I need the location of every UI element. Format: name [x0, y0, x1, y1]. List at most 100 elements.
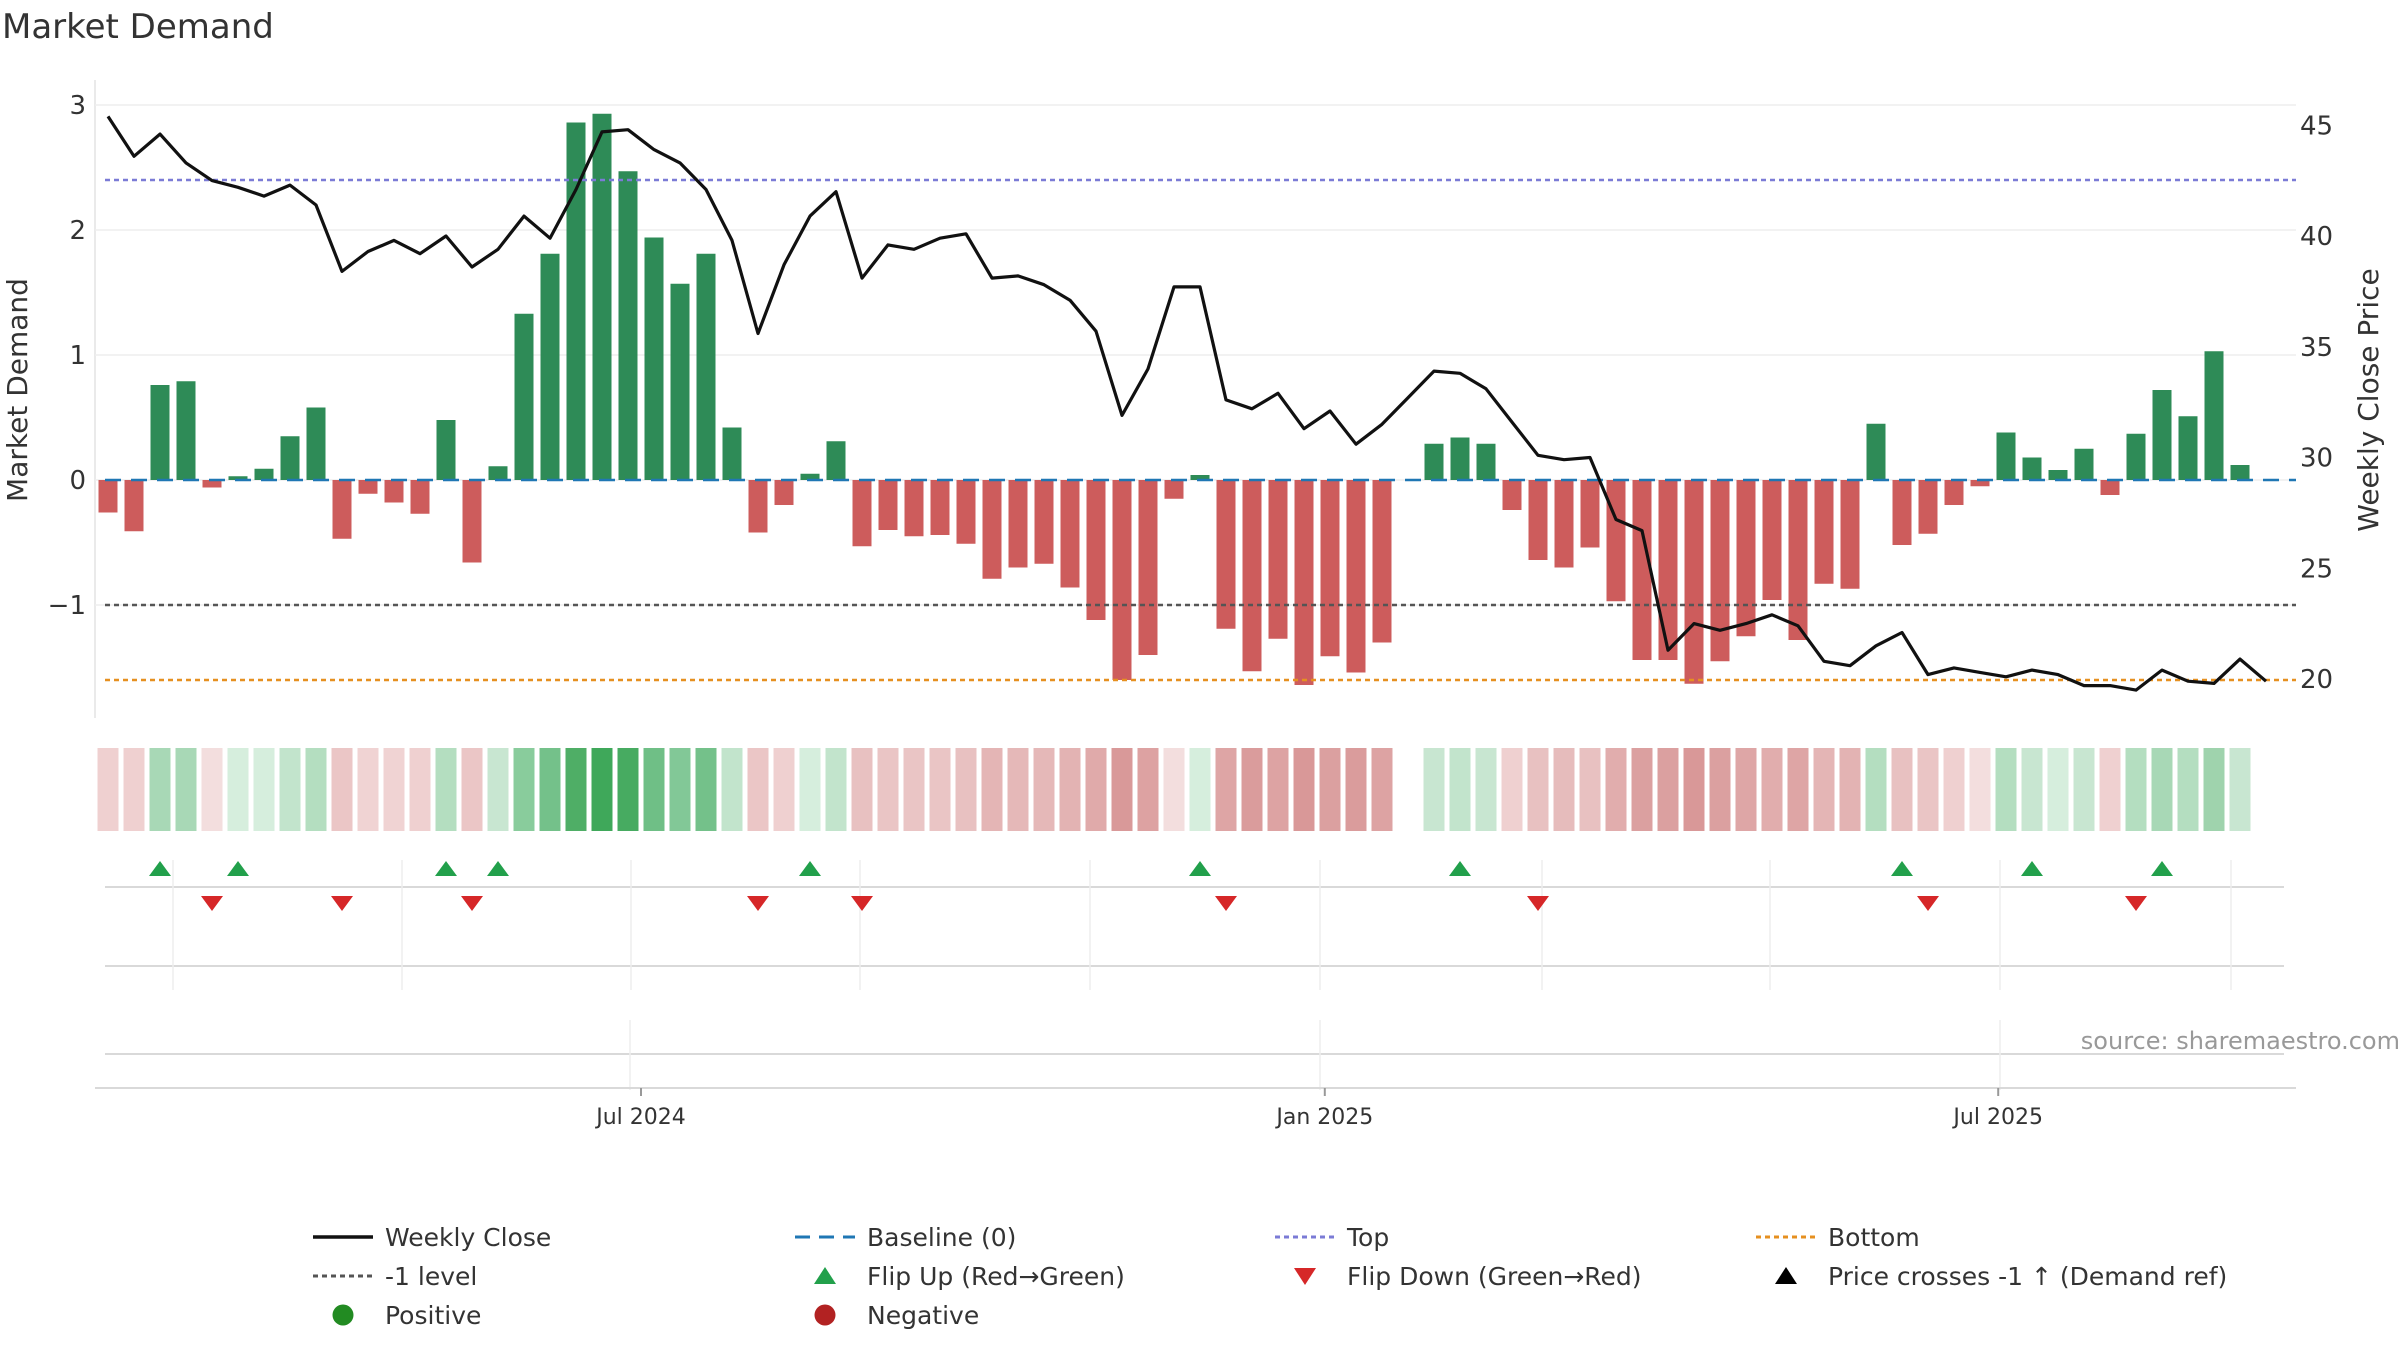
demand-bar-negative: [1320, 480, 1340, 657]
flip-down-marker: [2125, 896, 2147, 911]
demand-bar-positive: [150, 385, 170, 480]
heat-strip-cell: [1319, 748, 1341, 831]
demand-bar-positive: [2074, 448, 2094, 480]
heat-strip-cell: [513, 748, 535, 831]
demand-bar-negative: [1892, 480, 1912, 545]
demand-bar-negative: [1242, 480, 1262, 672]
heat-strip-cell: [1709, 748, 1731, 831]
demand-bar-negative: [1060, 480, 1080, 588]
demand-bar-negative: [1268, 480, 1288, 639]
demand-bar-negative: [358, 480, 378, 494]
demand-bar-positive: [1996, 432, 2016, 480]
demand-bar-positive: [800, 473, 820, 480]
weekly-close-line: [106, 115, 2268, 692]
heat-strip-cell: [1397, 748, 1419, 831]
flip-up-marker: [1891, 861, 1913, 876]
y2-tick-label: 45: [2300, 111, 2333, 141]
demand-bar-negative: [1554, 480, 1574, 568]
x-tick-label: Jul 2025: [1951, 1105, 2043, 1130]
demand-bar-negative: [1216, 480, 1236, 629]
flip-down-marker: [201, 896, 223, 911]
y2-tick-label: 35: [2300, 333, 2333, 363]
demand-bar-negative: [410, 480, 430, 514]
demand-bar-positive: [436, 420, 456, 480]
heat-strip-cell: [1891, 748, 1913, 831]
heat-strip-cell: [1293, 748, 1315, 831]
heat-strip-cell: [2021, 748, 2043, 831]
demand-bar-positive: [2178, 416, 2198, 480]
demand-bar-negative: [852, 480, 872, 547]
demand-bar-positive: [592, 113, 612, 480]
heat-strip-cell: [565, 748, 587, 831]
demand-bar-negative: [332, 480, 352, 539]
flip-down-marker: [1215, 896, 1237, 911]
y-tick-label: 2: [69, 216, 86, 246]
heat-strip-cell: [1631, 748, 1653, 831]
legend-label: Top: [1346, 1223, 1389, 1252]
heat-strip-cell: [409, 748, 431, 831]
heat-strip-cell: [123, 748, 145, 831]
demand-bar-negative: [982, 480, 1002, 579]
heat-strip-cell: [1241, 748, 1263, 831]
heat-strip-cell: [617, 748, 639, 831]
demand-bar-positive: [2126, 433, 2146, 480]
flip-up-marker: [487, 861, 509, 876]
demand-bar-negative: [1112, 480, 1132, 680]
flip-up-marker: [435, 861, 457, 876]
legend-label: -1 level: [385, 1262, 477, 1291]
heat-strip-cell: [1787, 748, 1809, 831]
heat-strip-cell: [773, 748, 795, 831]
demand-bar-positive: [722, 427, 742, 480]
demand-bar-positive: [2022, 457, 2042, 480]
heat-strip-cell: [1085, 748, 1107, 831]
flip-up-marker: [1189, 861, 1211, 876]
y-tick-label: −1: [48, 591, 86, 621]
demand-bar-negative: [748, 480, 768, 533]
y2-tick-label: 25: [2300, 554, 2333, 584]
demand-bar-positive: [254, 468, 274, 480]
heat-strip-cell: [1735, 748, 1757, 831]
heat-strip-cell: [1059, 748, 1081, 831]
heat-strip-cell: [825, 748, 847, 831]
demand-bar-positive: [618, 171, 638, 480]
heat-strip-cell: [1267, 748, 1289, 831]
demand-bar-negative: [878, 480, 898, 530]
demand-bar-positive: [488, 466, 508, 480]
demand-bar-negative: [1606, 480, 1626, 602]
demand-bar-negative: [1788, 480, 1808, 640]
heat-strip-cell: [1371, 748, 1393, 831]
heat-strip-cell: [175, 748, 197, 831]
flip-down-marker: [1527, 896, 1549, 911]
heat-strip-cell: [2047, 748, 2069, 831]
heat-strip-cell: [1995, 748, 2017, 831]
heat-strip-cell: [747, 748, 769, 831]
demand-bar-positive: [1190, 475, 1210, 480]
heat-strip-cell: [2151, 748, 2173, 831]
demand-bar-negative: [1346, 480, 1366, 673]
demand-bar-negative: [904, 480, 924, 537]
demand-bar-positive: [280, 436, 300, 480]
flip-down-marker: [851, 896, 873, 911]
demand-bar-negative: [1736, 480, 1756, 637]
demand-bar-negative: [930, 480, 950, 535]
heat-strip-cell: [643, 748, 665, 831]
heat-strip-cell: [1657, 748, 1679, 831]
demand-bar-positive: [826, 441, 846, 480]
y2-axis-label: Weekly Close Price: [2352, 268, 2385, 531]
legend-swatch-circle: [332, 1304, 354, 1326]
heat-strip-cell: [357, 748, 379, 831]
legend-swatch-circle: [814, 1304, 836, 1326]
heat-strip-cell: [721, 748, 743, 831]
heat-strip-cell: [487, 748, 509, 831]
demand-bar-negative: [1164, 480, 1184, 499]
y-tick-label: 1: [69, 341, 86, 371]
demand-bar-positive: [2230, 465, 2250, 480]
demand-bar-negative: [956, 480, 976, 544]
heat-strip-cell: [2125, 748, 2147, 831]
flip-up-marker: [799, 861, 821, 876]
demand-bar-positive: [1866, 423, 1886, 480]
flip-up-marker: [149, 861, 171, 876]
x-tick-label: Jul 2024: [594, 1105, 686, 1130]
demand-bar-negative: [1528, 480, 1548, 560]
demand-bar-positive: [176, 381, 196, 480]
